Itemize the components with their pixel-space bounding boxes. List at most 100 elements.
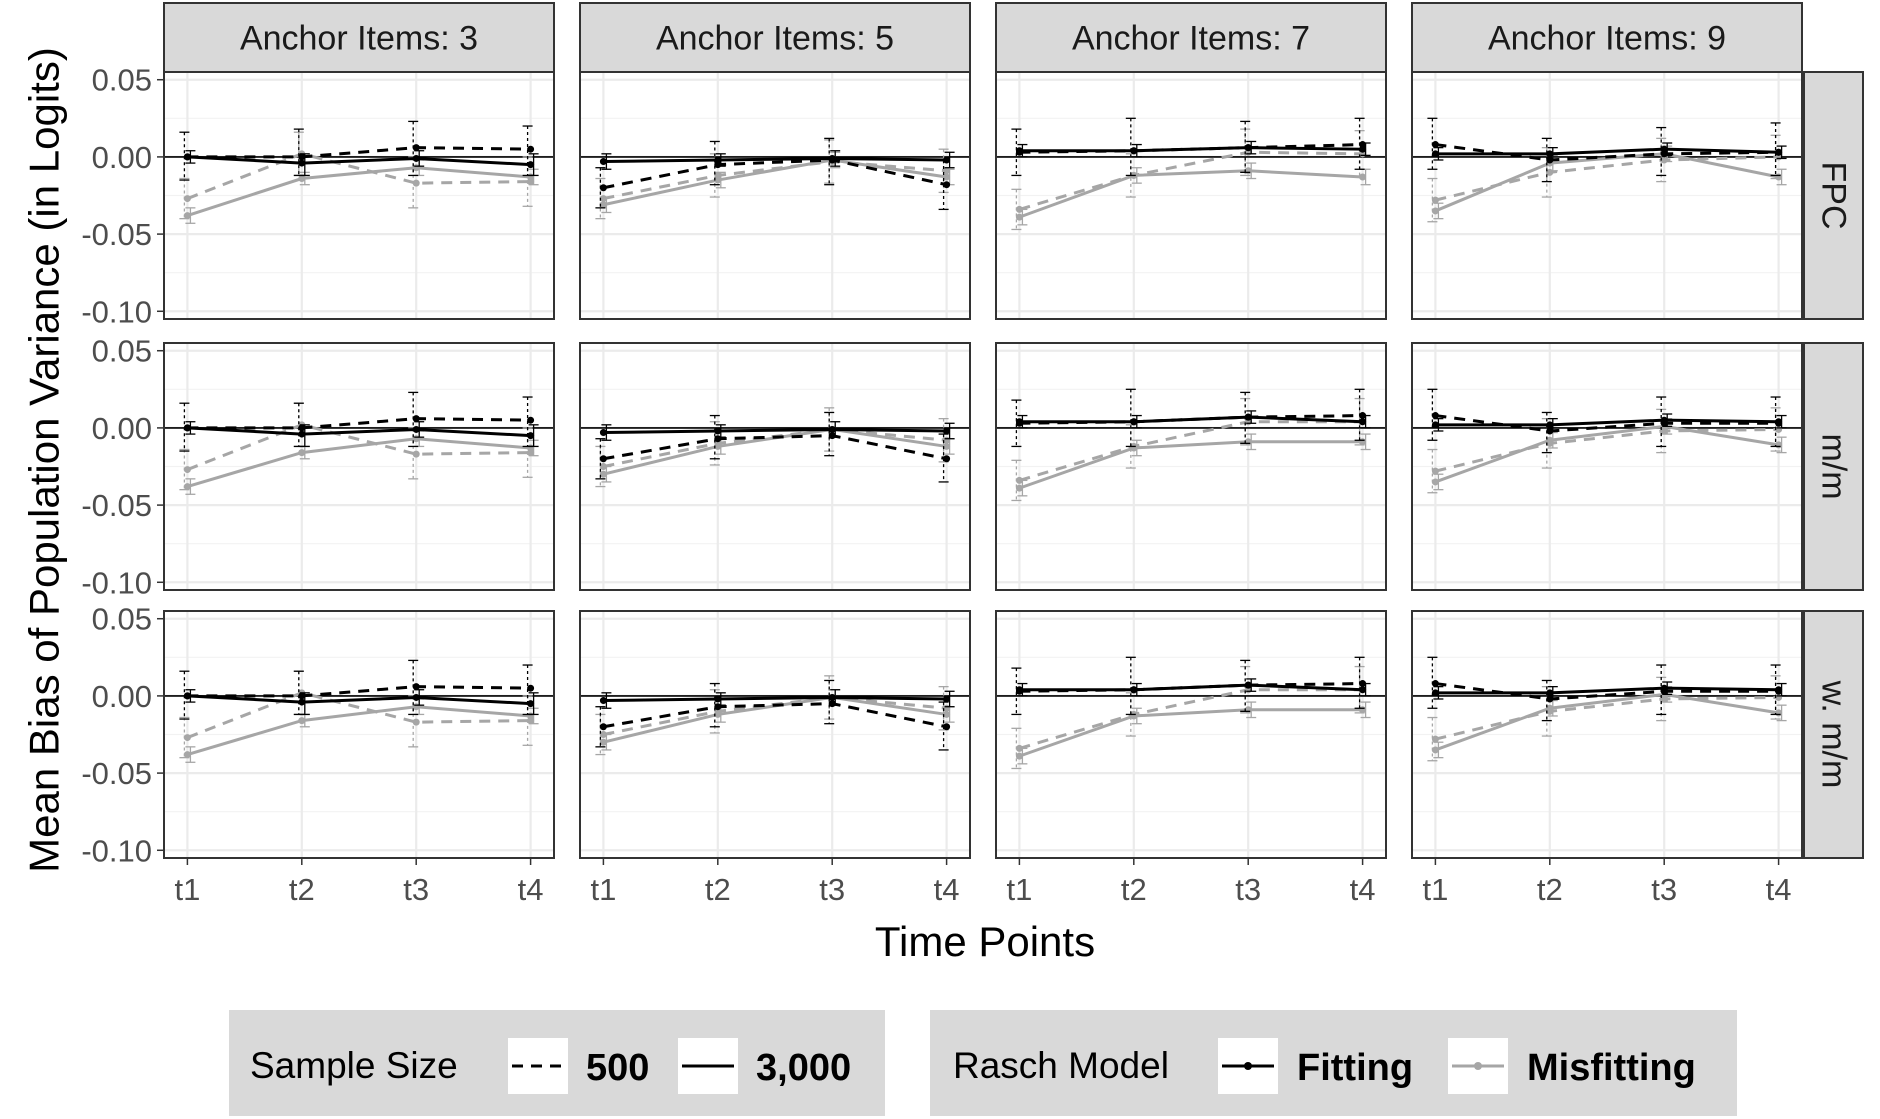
data-point bbox=[1431, 735, 1439, 743]
data-point bbox=[943, 695, 951, 703]
x-tick-label: t4 bbox=[1350, 872, 1376, 907]
data-point bbox=[183, 734, 191, 742]
series-line bbox=[1435, 682, 1779, 701]
data-point bbox=[1359, 418, 1367, 426]
series-line bbox=[603, 702, 947, 729]
series-fitting-3000 bbox=[599, 421, 955, 441]
data-point bbox=[599, 723, 607, 731]
y-tick-label: 0.05 bbox=[92, 334, 152, 369]
data-point bbox=[298, 692, 306, 700]
y-tick-label: 0.05 bbox=[92, 602, 152, 637]
column-strip-3 bbox=[1411, 2, 1803, 73]
data-point bbox=[1775, 173, 1783, 181]
data-point bbox=[298, 159, 306, 167]
data-point bbox=[527, 416, 535, 424]
series-fitting-500 bbox=[595, 137, 951, 211]
column-strip-2 bbox=[995, 2, 1387, 73]
data-point bbox=[943, 442, 951, 450]
x-axis-title: Time Points bbox=[875, 918, 1095, 965]
data-point bbox=[714, 442, 722, 450]
data-point bbox=[298, 698, 306, 706]
data-point bbox=[943, 156, 951, 164]
data-point bbox=[943, 173, 951, 181]
series-misfitting-3000 bbox=[1015, 162, 1371, 226]
data-point bbox=[183, 153, 191, 161]
panel bbox=[995, 342, 1387, 591]
series-line bbox=[1435, 695, 1779, 741]
x-tick-label: t2 bbox=[289, 872, 315, 907]
data-point bbox=[1546, 436, 1554, 444]
panel-border bbox=[579, 610, 971, 859]
data-point bbox=[1015, 484, 1023, 492]
x-tick-label: t3 bbox=[1235, 872, 1261, 907]
data-point bbox=[714, 427, 722, 435]
data-point bbox=[183, 424, 191, 432]
data-point bbox=[1546, 704, 1554, 712]
data-point bbox=[412, 718, 420, 726]
data-point bbox=[1660, 145, 1668, 153]
x-tick-label: t4 bbox=[518, 872, 544, 907]
panel-border bbox=[995, 71, 1387, 320]
data-point bbox=[1359, 173, 1367, 181]
panel-border bbox=[579, 71, 971, 320]
series-line bbox=[1019, 415, 1363, 424]
y-axis: 0.050.00-0.05-0.100.050.00-0.05-0.100.05… bbox=[81, 63, 164, 868]
panel bbox=[163, 342, 555, 591]
data-point bbox=[599, 158, 607, 166]
row-strip-label: w. m/m bbox=[1815, 680, 1853, 789]
data-point bbox=[1431, 207, 1439, 215]
y-tick-label: -0.10 bbox=[81, 294, 152, 329]
column-strip-0 bbox=[163, 2, 555, 73]
y-axis-title: Mean Bias of Population Variance (in Log… bbox=[21, 47, 68, 873]
series-line bbox=[1435, 686, 1779, 695]
data-point bbox=[1546, 150, 1554, 158]
row-strip-label: m/m bbox=[1815, 433, 1853, 499]
legend-sample-size-title: Sample Size bbox=[250, 1045, 458, 1086]
data-point bbox=[412, 450, 420, 458]
data-point bbox=[183, 212, 191, 220]
y-tick-label: 0.05 bbox=[92, 63, 152, 98]
column-strip-label: Anchor Items: 9 bbox=[1488, 20, 1726, 58]
data-point bbox=[412, 425, 420, 433]
panels-layer: Anchor Items: 3 Anchor Items: 5 Anchor Ite… bbox=[163, 2, 1864, 859]
data-point bbox=[943, 427, 951, 435]
data-point bbox=[298, 717, 306, 725]
data-point bbox=[599, 429, 607, 437]
data-point bbox=[714, 156, 722, 164]
series-line bbox=[603, 156, 947, 164]
data-point bbox=[412, 154, 420, 162]
data-point bbox=[599, 470, 607, 478]
panel bbox=[579, 342, 971, 591]
series-fitting-500 bbox=[1427, 656, 1783, 722]
column-strip-label: Anchor Items: 5 bbox=[656, 20, 894, 58]
data-point bbox=[1015, 418, 1023, 426]
data-point bbox=[599, 184, 607, 192]
data-point bbox=[298, 175, 306, 183]
data-point bbox=[1431, 412, 1439, 420]
panel bbox=[1411, 71, 1803, 320]
y-tick-label: -0.10 bbox=[81, 833, 152, 868]
panel bbox=[579, 71, 971, 320]
data-point bbox=[1775, 709, 1783, 717]
series-line bbox=[1018, 708, 1363, 758]
legend-rasch-model-box bbox=[930, 1010, 1737, 1116]
series-line bbox=[603, 160, 947, 201]
series-line bbox=[603, 427, 947, 435]
series-line bbox=[1435, 418, 1779, 427]
y-tick-label: -0.05 bbox=[81, 488, 152, 523]
series-line bbox=[1019, 146, 1363, 153]
data-point bbox=[183, 195, 191, 203]
series-line bbox=[1435, 414, 1779, 433]
x-tick-label: t2 bbox=[705, 872, 731, 907]
data-point bbox=[1015, 686, 1023, 694]
panel-border bbox=[1411, 71, 1803, 320]
data-point bbox=[828, 693, 836, 701]
data-point bbox=[527, 145, 535, 153]
data-point bbox=[1775, 148, 1783, 156]
data-point bbox=[412, 693, 420, 701]
row-strip-1 bbox=[1803, 342, 1864, 591]
series-line bbox=[1019, 683, 1363, 692]
data-point bbox=[527, 432, 535, 440]
series-line bbox=[186, 423, 531, 471]
data-point bbox=[1431, 421, 1439, 429]
